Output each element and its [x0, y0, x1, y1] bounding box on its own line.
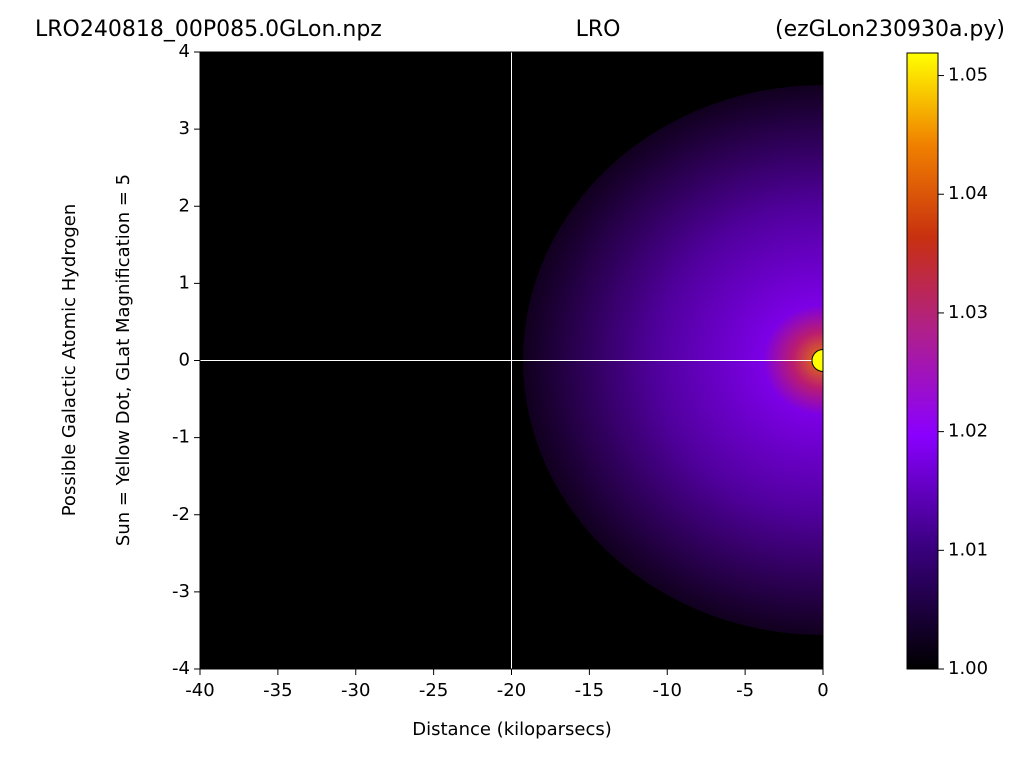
y-tick-label: 1 — [179, 272, 190, 293]
y-tick-label: -3 — [172, 581, 190, 602]
title-right: (ezGLon230930a.py) — [775, 17, 1005, 42]
chart-title: LRO — [576, 17, 621, 42]
title-left: LRO240818_00P085.0GLon.npz — [35, 17, 382, 42]
colorbar-tick-label: 1.03 — [948, 302, 988, 323]
colorbar-tick-label: 1.02 — [948, 421, 988, 442]
y-tick-label: 3 — [179, 118, 190, 139]
x-tick-label: -35 — [263, 680, 292, 701]
x-tick-label: -40 — [185, 680, 214, 701]
colorbar — [906, 52, 939, 670]
colorbar-tick-label: 1.01 — [948, 539, 988, 560]
colorbar-tick-label: 1.00 — [948, 658, 988, 679]
y-tick-label: 2 — [179, 195, 190, 216]
plot-content — [200, 52, 823, 669]
y-tick-label: -4 — [172, 658, 190, 679]
x-tick-label: -15 — [575, 680, 604, 701]
y-tick-label: 0 — [179, 350, 190, 371]
x-tick-label: 0 — [817, 680, 828, 701]
x-tick-label: -30 — [341, 680, 370, 701]
y-tick-label: 4 — [179, 41, 190, 62]
y-tick-label: -1 — [172, 427, 190, 448]
x-tick-label: -5 — [736, 680, 754, 701]
colorbar-tick-label: 1.04 — [948, 183, 988, 204]
x-tick-label: -10 — [653, 680, 682, 701]
x-tick-label: -20 — [497, 680, 526, 701]
x-axis-label: Distance (kiloparsecs) — [412, 719, 612, 740]
y-axis-label: Possible Galactic Atomic Hydrogen — [59, 204, 80, 517]
y-axis-label-2: Sun = Yellow Dot, GLat Magnification = 5 — [113, 174, 134, 546]
colorbar-tick-label: 1.05 — [948, 65, 988, 86]
sun-dot — [811, 349, 823, 372]
y-tick-label: -2 — [172, 504, 190, 525]
x-tick-label: -25 — [419, 680, 448, 701]
